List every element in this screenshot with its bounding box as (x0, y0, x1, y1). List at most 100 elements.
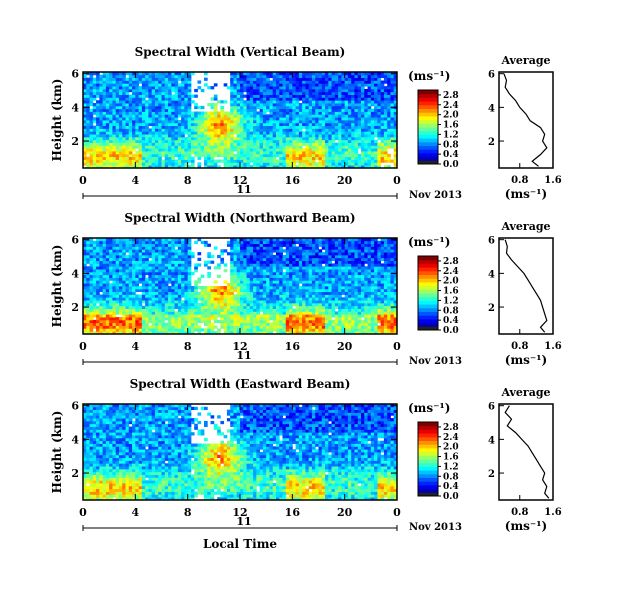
heatmap-cell (132, 148, 136, 152)
heatmap-cell (96, 151, 100, 155)
heatmap-cell (243, 246, 247, 250)
heatmap-cell (289, 72, 293, 76)
heatmap-cell (243, 266, 247, 270)
heatmap-cell (86, 297, 90, 301)
heatmap-cell (240, 94, 244, 98)
heatmap-cell (86, 254, 90, 259)
heatmap-cell (204, 156, 208, 160)
heatmap-cell (259, 314, 264, 318)
heatmap-cell (122, 314, 126, 318)
heatmap-cell (83, 283, 87, 287)
heatmap-cell (177, 100, 182, 104)
heatmap-cell (122, 263, 126, 267)
heatmap-cell (246, 162, 251, 166)
heatmap-cell (99, 325, 104, 329)
heatmap-cell (145, 151, 149, 155)
heatmap-cell (393, 117, 398, 121)
heatmap-cell (158, 77, 162, 81)
heatmap-cell (122, 246, 126, 250)
heatmap-cell (272, 277, 277, 281)
heatmap-cell (289, 111, 293, 115)
heatmap-cell (190, 286, 195, 290)
heatmap-cell (102, 159, 107, 163)
heatmap-cell (96, 317, 100, 321)
heatmap-cell (168, 271, 172, 276)
heatmap-cell (315, 125, 319, 129)
heatmap-cell (292, 134, 296, 138)
heatmap-cell (109, 88, 113, 93)
heatmap-cell (96, 83, 100, 87)
heatmap-cell (181, 271, 185, 276)
heatmap-cell (259, 142, 264, 146)
heatmap-cell (207, 325, 211, 329)
heatmap-cell (171, 263, 175, 267)
heatmap-cell (171, 328, 175, 332)
heatmap-cell (230, 319, 234, 324)
heatmap-cell (177, 103, 182, 107)
heatmap-cell (112, 97, 117, 101)
heatmap-cell (161, 108, 166, 112)
heatmap-cell (184, 297, 189, 301)
heatmap-cell (240, 117, 244, 121)
heatmap-cell (249, 260, 254, 264)
heatmap-cell (213, 162, 218, 166)
heatmap-cell (325, 72, 329, 76)
heatmap-cell (109, 331, 113, 335)
heatmap-cell (338, 134, 342, 138)
heatmap-cell (390, 134, 395, 138)
heatmap-cell (302, 80, 306, 84)
heatmap-cell (181, 294, 185, 298)
heatmap-cell (361, 131, 365, 135)
heatmap-cell (105, 151, 110, 155)
heatmap-cell (328, 117, 332, 121)
heatmap-cell (177, 153, 182, 158)
heatmap-cell (154, 91, 159, 95)
heatmap-cell (334, 162, 339, 166)
heatmap-cell (181, 243, 185, 247)
heatmap-cell (240, 86, 244, 90)
heatmap-cell (109, 103, 113, 107)
heatmap-cell (262, 294, 267, 298)
heatmap-cell (233, 319, 238, 324)
heatmap-cell (118, 80, 123, 84)
heatmap-cell (315, 91, 319, 95)
heatmap-cell (105, 111, 110, 115)
heatmap-cell (213, 145, 218, 149)
heatmap-cell (171, 297, 175, 301)
heatmap-cell (86, 91, 90, 95)
heatmap-cell (292, 165, 296, 169)
heatmap-cell (275, 94, 280, 98)
heatmap-cell (266, 91, 270, 95)
heatmap-cell (275, 286, 280, 290)
heatmap-cell (383, 136, 388, 141)
heatmap-cell (154, 86, 159, 90)
heatmap-cell (311, 148, 316, 152)
heatmap-cell (171, 308, 175, 312)
heatmap-cell (364, 108, 368, 112)
heatmap-cell (135, 162, 139, 166)
heatmap-cell (109, 246, 113, 250)
heatmap-cell (89, 238, 94, 242)
heatmap-cell (125, 94, 130, 98)
heatmap-cell (194, 136, 198, 141)
heatmap-cell (135, 159, 139, 163)
heatmap-cell (328, 97, 332, 101)
heatmap-cell (161, 97, 166, 101)
heatmap-cell (138, 286, 143, 290)
heatmap-cell (370, 125, 375, 129)
heatmap-cell (204, 139, 208, 143)
heatmap-cell (197, 131, 202, 135)
heatmap-cell (351, 165, 355, 169)
heatmap-cell (164, 260, 169, 264)
heatmap-cell (230, 142, 234, 146)
heatmap-cell (105, 97, 110, 101)
heatmap-cell (125, 100, 130, 104)
heatmap-cell (328, 151, 332, 155)
heatmap-cell (89, 136, 94, 141)
heatmap-cell (311, 74, 316, 79)
heatmap-cell (151, 283, 156, 287)
heatmap-cell (315, 117, 319, 121)
heatmap-cell (164, 274, 169, 278)
heatmap-cell (148, 286, 153, 290)
heatmap-cell (383, 103, 388, 107)
